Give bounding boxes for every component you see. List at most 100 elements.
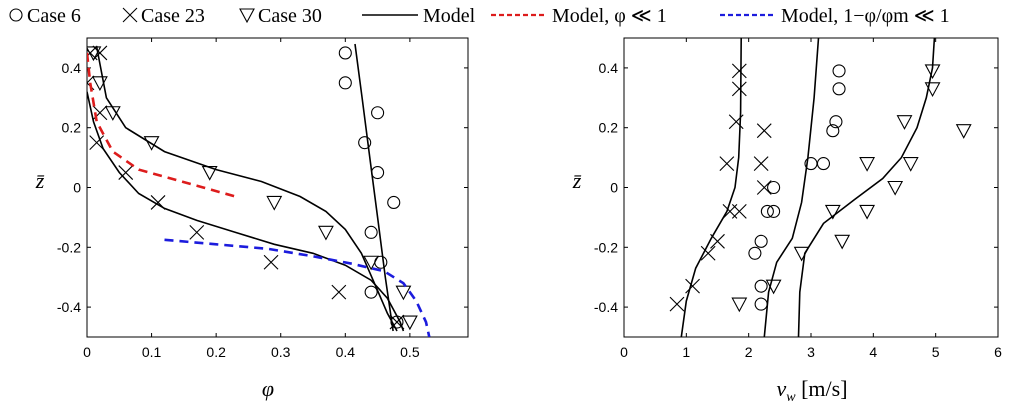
- left-point-cross-5: [118, 165, 134, 180]
- right-point-circle-11: [754, 279, 768, 293]
- left-point-cross-7: [189, 224, 205, 240]
- right-x-tick-label-3: 3: [807, 344, 815, 360]
- left-y-tick-label-1: -0.2: [57, 239, 81, 255]
- right-point-circle-2: [829, 115, 843, 129]
- right-panel-velocity: 0 1 2 3 4 5 6 -0.4 -0.2 0 0.2 0.4 vw [m/s] z̄: [572, 37, 1002, 405]
- right-point-triangle-6: [887, 180, 904, 196]
- right-point-triangle-1: [924, 82, 941, 97]
- right-point-triangle-7: [824, 204, 841, 220]
- right-point-triangle-3: [955, 124, 972, 139]
- left-y-tick-label-0: -0.4: [57, 299, 81, 315]
- right-point-cross-4: [719, 156, 735, 171]
- left-curve-6: [87, 52, 236, 198]
- right-curve-4: [763, 38, 820, 337]
- right-point-triangle-2: [896, 115, 913, 130]
- left-curve-3: [95, 46, 398, 332]
- left-x-axis-label: φ: [262, 376, 274, 401]
- left-point-cross-4: [89, 135, 105, 151]
- legend-label-1: Case 23: [141, 5, 205, 27]
- legend: Case 6 Case 23 Case 30 Model Model, φ ≪ 1 Mod…: [9, 5, 950, 27]
- left-point-triangle-9: [401, 315, 418, 331]
- legend-marker-triangle: [239, 8, 255, 24]
- right-point-circle-7: [760, 204, 774, 218]
- legend-label-5: Model, 1−φ/φm ≪ 1: [781, 5, 950, 27]
- left-point-circle-0: [338, 46, 352, 60]
- right-point-cross-10: [700, 245, 716, 261]
- right-x-tick-label-0: 0: [620, 344, 628, 360]
- right-point-cross-8: [731, 204, 747, 219]
- left-point-triangle-6: [318, 225, 334, 241]
- right-point-circle-9: [754, 234, 768, 248]
- right-y-axis-label: z̄: [572, 168, 582, 193]
- right-point-triangle-5: [902, 157, 919, 172]
- left-y-axis-label: z̄: [35, 168, 45, 193]
- right-point-cross-3: [756, 123, 772, 139]
- right-x-tick-label-5: 5: [932, 344, 940, 360]
- left-x-tick-label-5: 0.5: [400, 344, 420, 360]
- right-y-tick-label-1: -0.2: [594, 239, 618, 255]
- right-point-triangle-4: [859, 157, 876, 172]
- right-point-circle-3: [826, 124, 840, 138]
- right-x-tick-label-1: 1: [682, 344, 690, 360]
- right-y-tick-label-4: 0.4: [599, 60, 619, 76]
- left-x-tick-label-3: 0.3: [271, 344, 291, 360]
- left-point-circle-5: [387, 195, 401, 209]
- right-point-circle-6: [767, 180, 781, 195]
- right-point-triangle-12: [731, 297, 748, 313]
- left-y-tick-label-4: 0.4: [62, 60, 82, 76]
- right-y-tick-label-0: -0.4: [594, 299, 618, 315]
- right-x-tick-label-6: 6: [994, 344, 1002, 360]
- left-panel-phi: 0 0.1 0.2 0.3 0.4 0.5 -0.4 -0.2 0 0.2 0.4 φ z̄: [35, 37, 469, 401]
- right-x-tick-label-2: 2: [745, 344, 753, 360]
- left-x-tick-label-0: 0: [83, 344, 91, 360]
- left-x-tick-label-4: 0.4: [336, 344, 356, 360]
- left-point-circle-4: [371, 166, 385, 180]
- right-point-cross-11: [685, 278, 700, 294]
- right-point-cross-0: [731, 63, 747, 79]
- right-point-cross-5: [753, 156, 769, 171]
- left-point-circle-6: [364, 225, 378, 239]
- right-point-circle-5: [816, 157, 831, 171]
- left-curve-5: [354, 43, 394, 332]
- right-point-circle-1: [832, 82, 846, 96]
- right-curve-5: [797, 38, 936, 337]
- left-point-circle-3: [358, 136, 372, 150]
- right-point-triangle-8: [859, 204, 876, 220]
- right-point-circle-0: [832, 64, 846, 78]
- legend-label-3: Model: [423, 5, 476, 27]
- left-point-triangle-7: [363, 255, 380, 271]
- left-point-triangle-5: [266, 195, 283, 211]
- right-point-circle-12: [754, 297, 768, 311]
- legend-marker-cross: [122, 7, 138, 23]
- right-point-cross-1: [731, 81, 747, 97]
- left-point-cross-9: [331, 284, 347, 300]
- right-point-cross-12: [669, 296, 685, 312]
- right-point-circle-8: [767, 204, 781, 218]
- left-point-circle-1: [338, 76, 352, 90]
- legend-marker-circle: [9, 8, 23, 22]
- legend-label-2: Case 30: [258, 5, 322, 27]
- right-y-tick-label-3: 0.2: [599, 120, 619, 136]
- left-curve-7: [164, 238, 431, 337]
- left-point-circle-2: [371, 106, 385, 120]
- right-axes-frame: [623, 37, 999, 338]
- right-point-circle-10: [748, 246, 762, 260]
- left-y-tick-label-3: 0.2: [62, 120, 82, 136]
- left-x-tick-label-1: 0.1: [142, 344, 162, 360]
- left-point-circle-8: [364, 285, 378, 299]
- left-y-tick-label-2: 0: [73, 180, 81, 196]
- legend-label-4: Model, φ ≪ 1: [552, 5, 667, 27]
- right-point-triangle-9: [834, 234, 851, 250]
- legend-label-0: Case 6: [27, 5, 81, 27]
- left-point-triangle-8: [395, 285, 412, 301]
- left-point-cross-8: [263, 254, 279, 270]
- left-x-tick-label-2: 0.2: [206, 344, 226, 360]
- right-point-cross-6: [756, 180, 772, 195]
- left-curve-4: [87, 91, 405, 332]
- right-y-tick-label-2: 0: [610, 180, 618, 196]
- left-point-triangle-3: [143, 136, 160, 151]
- right-x-axis-label: vw [m/s]: [776, 376, 847, 405]
- right-x-tick-label-4: 4: [869, 344, 877, 360]
- left-point-triangle-0: [87, 46, 102, 62]
